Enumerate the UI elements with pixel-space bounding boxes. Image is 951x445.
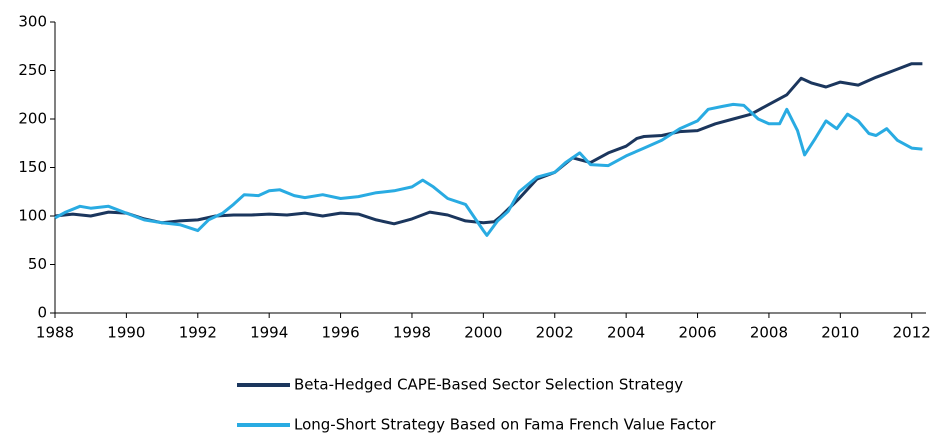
y-tick-label: 150 [18, 158, 47, 176]
x-tick-label: 2012 [893, 324, 931, 342]
x-tick-label: 1990 [107, 324, 145, 342]
x-tick-label: 2002 [536, 324, 574, 342]
x-tick-label: 2004 [607, 324, 645, 342]
y-tick-label: 100 [18, 207, 47, 225]
y-tick-label: 250 [18, 61, 47, 79]
x-tick-label: 1992 [179, 324, 217, 342]
y-tick-label: 200 [18, 110, 47, 128]
y-tick-label: 50 [28, 255, 47, 273]
x-tick-label: 1994 [250, 324, 288, 342]
series-line [54, 62, 923, 226]
legend-label: Beta-Hedged CAPE-Based Sector Selection … [294, 376, 683, 394]
x-tick-label: 1988 [36, 324, 74, 342]
x-tick-label: 2010 [821, 324, 859, 342]
y-tick-label: 0 [37, 304, 47, 322]
y-tick-label: 300 [18, 13, 47, 31]
series-line [54, 102, 923, 237]
x-tick-label: 2008 [750, 324, 788, 342]
x-tick-label: 2000 [464, 324, 502, 342]
x-tick-label: 1998 [393, 324, 431, 342]
x-tick-label: 2006 [678, 324, 716, 342]
x-tick-label: 1996 [321, 324, 359, 342]
legend-label: Long-Short Strategy Based on Fama French… [294, 416, 716, 434]
